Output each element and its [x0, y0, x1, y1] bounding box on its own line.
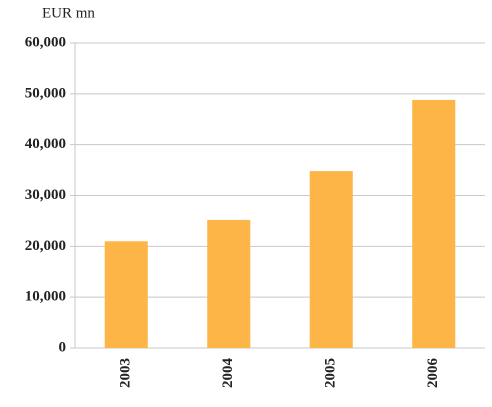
y-tick-label: 50,000 [25, 85, 66, 101]
bar [104, 241, 148, 348]
y-axis-label: EUR mn [42, 5, 95, 21]
x-tick-label: 2003 [118, 358, 134, 388]
bar [309, 171, 353, 348]
bar [412, 99, 456, 348]
bar [207, 219, 251, 348]
x-tick-label: 2004 [220, 358, 236, 389]
y-tick-label: 10,000 [25, 289, 66, 305]
x-tick-label: 2006 [425, 358, 441, 389]
y-tick-label: 60,000 [25, 34, 66, 50]
y-tick-label: 40,000 [25, 136, 66, 152]
y-tick-label: 30,000 [25, 187, 66, 203]
x-tick-label: 2005 [323, 358, 339, 388]
y-tick-label: 0 [59, 339, 67, 355]
y-tick-label: 20,000 [25, 238, 66, 254]
